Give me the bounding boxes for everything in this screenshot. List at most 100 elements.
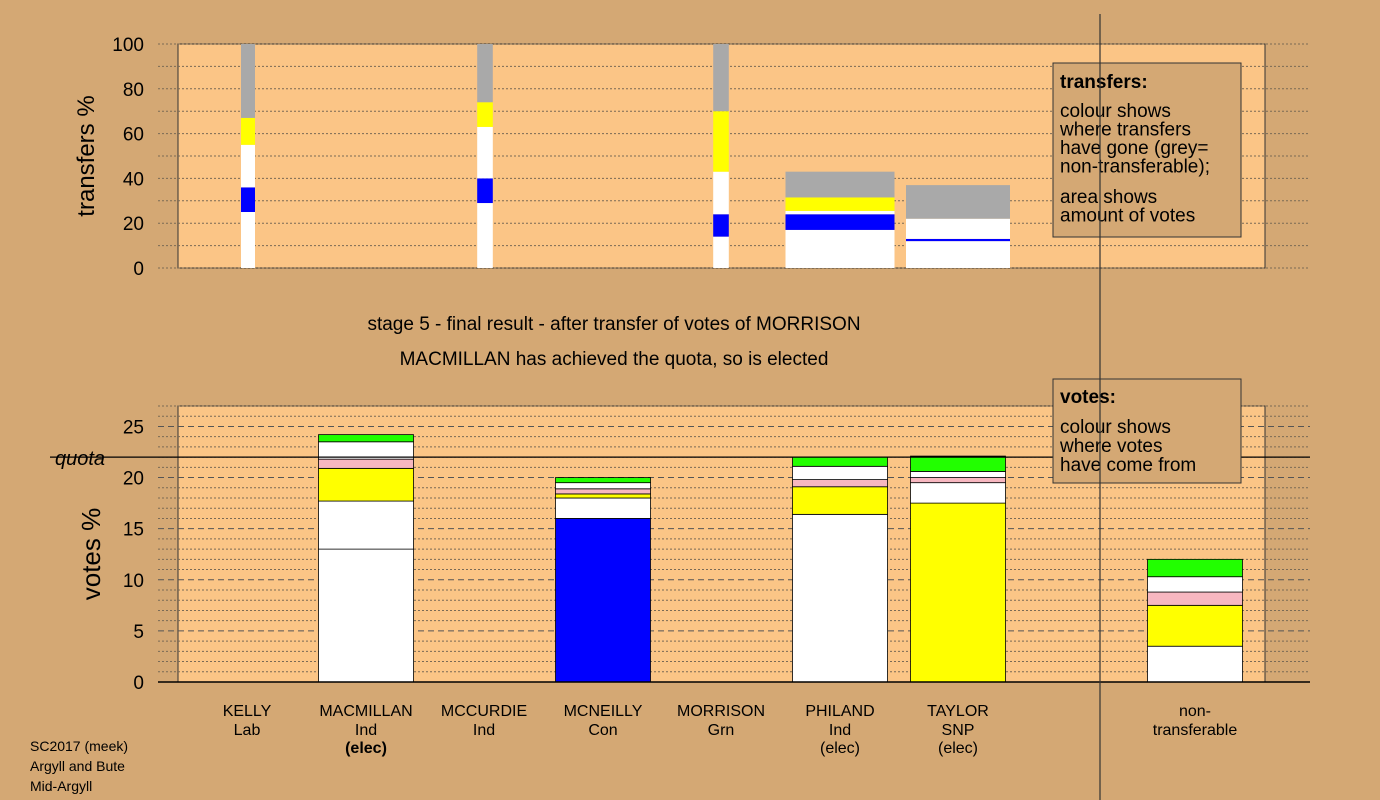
transfer-bar-morrison [713,44,729,268]
candidate-status: (elec) [345,740,387,757]
transfer-segment-yellow [785,197,895,211]
candidate-name: MCNEILLY [564,703,643,720]
vote-segment-white [318,548,414,683]
election-name: SC2017 (meek) [30,738,129,754]
vote-segment-white [555,482,651,490]
vote-bar-mcneilly [555,477,651,683]
transfer-segment-blue [713,214,729,237]
vote-bar-macmillan [318,434,414,683]
quota-label: quota [55,448,105,470]
vote-segment-green [910,455,1006,472]
transfer-segment-yellow [477,102,493,127]
vote-segment-yellow [792,486,888,515]
vote-bar-non [1147,558,1243,683]
transfers-legend-box [1052,62,1242,238]
ward-name: Mid-Argyll [30,778,93,794]
votes-tick-label: 5 [133,622,144,643]
vote-segment-white [792,465,888,480]
vote-bar-philand [792,456,888,683]
transfer-segment-blue [906,238,1010,242]
transfers-legend-text: colour shows [1060,101,1171,122]
stage-subtitle: MACMILLAN has achieved the quota, so is … [400,349,829,370]
candidate-party: Lab [234,722,261,739]
transfers-tick-label: 60 [123,125,144,146]
candidate-status: (elec) [820,740,860,757]
candidate-party: Ind [355,722,377,739]
transfer-segment-grey [241,44,255,118]
transfer-bar-taylor [906,185,1010,268]
vote-segment-green [792,456,888,467]
transfers-legend-title: transfers: [1060,72,1148,93]
transfer-segment-grey [906,185,1010,219]
transfer-segment-white [713,171,729,215]
vote-segment-pink [792,479,888,488]
vote-segment-pink [1147,591,1243,606]
stage-title: stage 5 - final result - after transfer … [367,314,860,335]
transfers-y-axis-label: transfers % [73,95,100,216]
votes-tick-label: 20 [123,469,144,490]
vote-segment-yellow [318,467,414,502]
vote-segment-white [1147,645,1243,683]
vote-segment-yellow [910,502,1006,683]
votes-tick-label: 15 [123,520,144,541]
vote-segment-blue [555,518,651,683]
votes-legend-text: colour shows [1060,417,1171,438]
votes-tick-label: 10 [123,571,144,592]
election-info: SC2017 (meek) Argyll and Bute Mid-Argyll [30,736,128,796]
votes-legend-text: where votes [1059,436,1162,457]
vote-segment-pink [910,477,1006,484]
vote-segment-green [555,477,651,484]
transfer-segment-white [906,218,1010,239]
candidate-party: Ind [829,722,851,739]
transfer-segment-grey [477,44,493,103]
transfers-tick-label: 80 [123,80,144,101]
candidate-party: transferable [1153,722,1238,739]
votes-y-axis-label: votes % [76,508,106,601]
transfer-segment-grey [785,171,895,198]
transfer-segment-white [713,236,729,268]
vote-segment-pink [318,458,414,469]
vote-segment-green [1147,558,1243,578]
transfers-tick-label: 20 [123,214,144,235]
transfer-segment-white [241,144,255,188]
vote-bar-taylor [910,455,1006,683]
transfer-segment-yellow [713,111,729,172]
transfer-segment-white [785,210,895,215]
candidate-party: Con [588,722,617,739]
candidate-name: MORRISON [677,703,765,720]
transfer-bar-kelly [241,44,255,268]
candidate-name: MCCURDIE [441,703,527,720]
transfer-segment-blue [785,214,895,230]
candidate-name: PHILAND [805,703,874,720]
vote-segment-green [318,434,414,443]
candidate-party: Ind [473,722,495,739]
transfers-tick-label: 40 [123,169,144,190]
transfer-segment-white [785,229,895,268]
transfer-segment-white [477,126,493,179]
vote-segment-white [555,497,651,519]
votes-legend-title: votes: [1060,387,1116,408]
transfer-segment-white [477,203,493,268]
vote-segment-yellow [1147,604,1243,647]
transfer-segment-grey [713,44,729,112]
candidate-name: MACMILLAN [319,703,412,720]
vote-segment-white [910,482,1006,504]
transfers-legend-text: where transfers [1059,120,1191,141]
vote-segment-white [792,513,888,683]
votes-legend-box [1052,378,1242,484]
vote-segment-yellow [555,493,651,499]
transfers-tick-label: 100 [112,35,144,56]
transfer-segment-blue [241,187,255,212]
council-name: Argyll and Bute [30,758,125,774]
candidate-name: non- [1179,703,1211,720]
transfers-legend-text: area shows [1060,187,1157,208]
transfer-segment-blue [477,178,493,204]
transfer-bar-philand [785,171,895,268]
vote-segment-white [318,500,414,550]
candidate-status: (elec) [938,740,978,757]
vote-segment-white [1147,576,1243,593]
transfers-legend-text: have gone (grey= [1060,138,1208,159]
candidate-party: SNP [942,722,975,739]
transfers-legend-text: amount of votes [1060,206,1195,227]
